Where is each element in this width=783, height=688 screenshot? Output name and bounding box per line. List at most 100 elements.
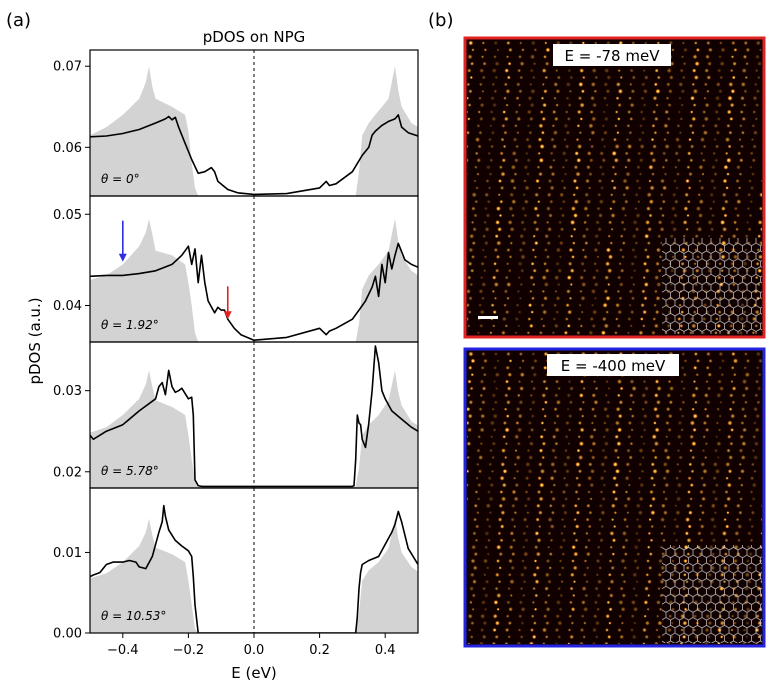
stm-dot — [548, 164, 554, 170]
stm-dot — [518, 351, 524, 357]
stm-dot — [527, 420, 533, 426]
stm-dot — [573, 551, 579, 557]
stm-dot — [661, 165, 666, 170]
stm-dot — [769, 401, 772, 404]
stm-dot — [730, 365, 735, 370]
stm-dot — [467, 110, 469, 114]
stm-dot — [532, 372, 538, 378]
stm-dot — [503, 303, 507, 308]
stm-dot — [508, 558, 513, 564]
stm-dot — [546, 226, 553, 232]
stm-dot — [469, 386, 474, 391]
stm-dot — [716, 392, 722, 399]
stm-dot — [769, 282, 774, 287]
stm-dot — [577, 435, 581, 439]
stm-dot — [541, 67, 547, 74]
stm-dot — [476, 123, 481, 128]
stm-dot — [530, 399, 536, 405]
stm-dot — [567, 379, 572, 384]
stm-dot — [617, 68, 621, 73]
stm-dot — [491, 275, 497, 280]
stm-dot — [583, 220, 588, 225]
stm-dot — [678, 131, 683, 135]
stm-dot — [726, 123, 731, 128]
stm-dot — [471, 206, 476, 211]
stm-dot — [523, 503, 528, 508]
stm-dot — [532, 621, 537, 626]
stm-dot — [712, 200, 716, 204]
stm-dot — [725, 524, 730, 529]
stm-dot — [633, 558, 638, 564]
stm-dot — [661, 213, 665, 218]
stm-dot — [460, 193, 464, 197]
stm-dot — [686, 165, 691, 170]
stm-dot — [596, 593, 602, 598]
stm-dot — [776, 462, 780, 466]
stm-dot — [607, 634, 612, 640]
stm-dot — [565, 468, 570, 474]
stm-dot — [451, 330, 456, 335]
stm-dot — [526, 511, 530, 515]
stm-dot — [740, 130, 745, 135]
stm-dot — [469, 75, 474, 80]
stm-dot — [739, 483, 744, 487]
stm-dot — [662, 524, 667, 529]
stm-dot — [506, 40, 511, 46]
stm-dot — [504, 324, 508, 328]
stm-dot — [587, 538, 591, 543]
stm-dot — [731, 233, 737, 239]
stm-dot — [529, 427, 535, 433]
stm-dot — [490, 303, 495, 308]
stm-dot — [529, 289, 533, 294]
stm-dot — [541, 274, 547, 281]
stm-dot — [545, 206, 551, 212]
stm-dot — [479, 275, 484, 280]
stm-dot — [637, 185, 642, 191]
stm-dot — [514, 331, 518, 335]
stm-dot — [712, 151, 716, 156]
stm-dot — [573, 517, 577, 522]
stm-dot — [593, 89, 598, 94]
stm-dot — [489, 420, 496, 426]
stm-dot — [480, 365, 485, 370]
stm-dot — [559, 226, 565, 232]
stm-dot — [700, 461, 706, 467]
stm-dot — [572, 241, 576, 245]
stm-dot — [504, 627, 510, 633]
stm-dot — [631, 648, 636, 653]
stm-dot — [701, 448, 706, 453]
stm-dot — [739, 468, 746, 474]
stm-dot — [499, 524, 505, 529]
stm-dot — [728, 130, 733, 135]
stm-dot — [635, 517, 640, 522]
stm-dot — [721, 530, 728, 537]
stm-dot — [531, 386, 537, 391]
stm-dot — [479, 102, 485, 108]
stm-dot — [687, 524, 692, 529]
stm-dot — [747, 192, 752, 197]
stm-dot — [539, 468, 546, 475]
subplot-1-line-series — [90, 242, 418, 341]
stm-dot — [475, 524, 480, 529]
stm-dot — [542, 309, 548, 315]
stm-dot — [704, 427, 710, 433]
stm-dot — [628, 303, 632, 307]
stm-dot — [573, 503, 578, 508]
stm-dot — [567, 102, 572, 108]
stm-dot — [620, 572, 625, 577]
stm-dot — [574, 538, 579, 543]
stm-dot — [713, 496, 719, 502]
stm-dot — [695, 358, 701, 364]
stm-dot — [776, 448, 781, 453]
stm-image-top-border — [463, 36, 766, 339]
stm-dot — [566, 323, 571, 328]
stm-dot — [562, 510, 568, 516]
stm-dot — [479, 393, 484, 398]
stm-dot — [630, 614, 635, 619]
stm-dot — [590, 81, 597, 88]
stm-dot — [691, 130, 695, 135]
stm-dot — [707, 61, 713, 67]
stm-dot — [554, 642, 559, 644]
stm-dot — [454, 323, 460, 329]
stm-dot — [751, 448, 756, 453]
